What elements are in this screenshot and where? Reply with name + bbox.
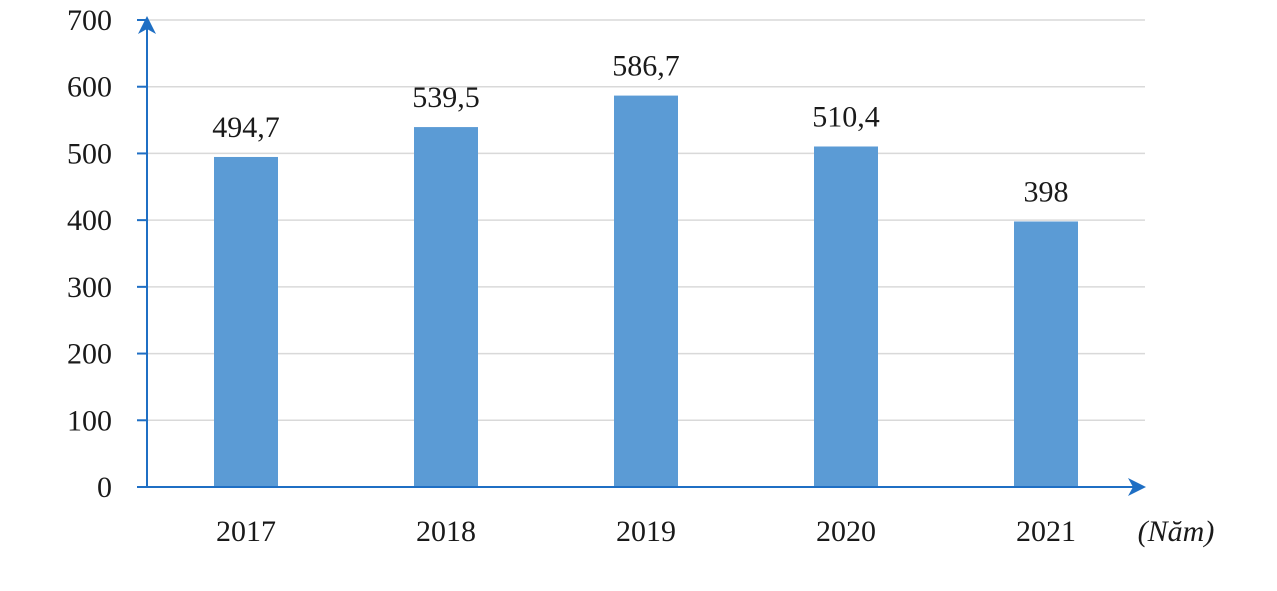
data-label-2020: 510,4 [812,100,880,133]
data-label-2018: 539,5 [412,81,480,114]
bar-2019 [614,95,678,488]
y-tick-label: 0 [97,471,112,504]
y-tick-label: 500 [67,137,112,170]
x-axis-label: (Năm) [1138,515,1215,548]
data-label-2017: 494,7 [212,111,280,144]
y-tick-label: 200 [67,338,112,371]
y-tick-label: 300 [67,271,112,304]
y-tick-label: 600 [67,71,112,104]
y-axis-arrow-icon [138,16,156,34]
y-tick-label: 100 [67,404,112,437]
y-tick-label: 400 [67,204,112,237]
bars [214,95,1078,488]
y-axis-ticks: 0 100 200 300 400 500 600 700 [67,4,112,504]
axes [137,16,1146,496]
x-tick-label-2019: 2019 [616,515,676,548]
data-labels: 494,7 539,5 586,7 510,4 398 [212,50,1068,209]
x-axis-ticks: 2017 2018 2019 2020 2021 [216,515,1076,548]
y-tick-label: 700 [67,4,112,37]
x-tick-label-2018: 2018 [416,515,476,548]
x-tick-label-2020: 2020 [816,515,876,548]
bar-2018 [414,127,478,488]
bar-2021 [1014,221,1078,487]
bar-2017 [214,156,278,488]
data-label-2019: 586,7 [612,50,680,83]
x-axis-arrow-icon [1128,478,1146,496]
x-tick-label-2017: 2017 [216,515,276,548]
bar-2020 [814,146,878,487]
x-tick-label-2021: 2021 [1016,515,1076,548]
data-label-2021: 398 [1024,175,1069,208]
